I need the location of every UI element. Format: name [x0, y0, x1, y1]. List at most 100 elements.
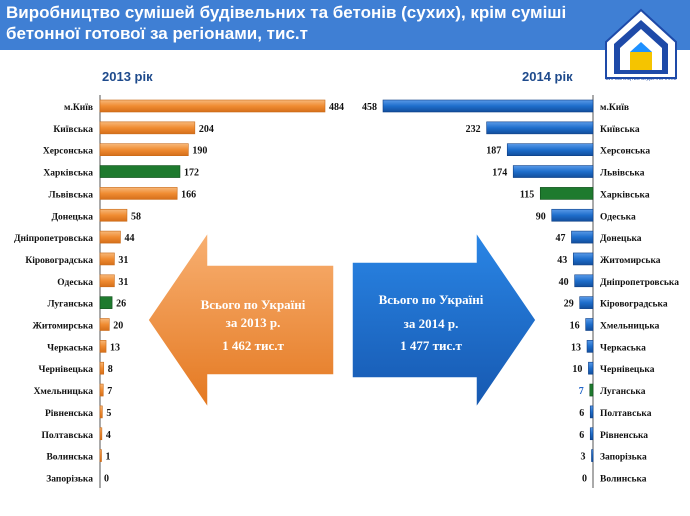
left-bar	[99, 165, 181, 178]
left-value-label: 172	[184, 168, 199, 179]
left-value-label: 26	[116, 299, 126, 310]
left-bar	[99, 208, 128, 222]
left-bar	[99, 296, 113, 309]
left-bar	[99, 383, 104, 397]
right-category-label: Київська	[600, 125, 640, 135]
right-value-label: 90	[536, 211, 546, 222]
left-category-label: Донецька	[51, 212, 93, 222]
right-bar	[539, 187, 594, 200]
left-bar	[99, 252, 115, 266]
right-bars: м.Київ 458 Київська 232 Херсонська 187 Львівсь…	[362, 99, 679, 484]
right-value-label: 174	[492, 168, 507, 179]
right-arrow-line3: 1 477 тис.т	[400, 338, 462, 353]
right-value-label: 187	[486, 146, 501, 157]
right-value-label: 47	[555, 233, 565, 244]
left-category-label: Житомирська	[32, 322, 93, 332]
right-value-label: 16	[570, 321, 580, 332]
logo-house-icon: ВИРОБНИЦТВО БУДМАТЕРІАЛІВ	[605, 8, 677, 81]
right-category-label: Запорізька	[600, 452, 647, 463]
left-value-label: 44	[124, 233, 134, 244]
left-category-label: Дніпропетровська	[14, 233, 93, 244]
right-value-label: 6	[579, 408, 584, 419]
right-bar	[585, 318, 594, 331]
left-bar	[99, 318, 110, 331]
left-category-label: Полтавська	[42, 431, 94, 441]
right-category-label: Одеська	[600, 212, 636, 222]
right-value-label: 7	[579, 386, 584, 397]
left-value-label: 190	[192, 146, 207, 157]
left-bar	[99, 143, 189, 156]
right-category-label: Чернівецька	[600, 364, 655, 375]
left-value-label: 31	[118, 277, 128, 288]
left-value-label: 7	[107, 386, 112, 397]
left-category-label: Кіровоградська	[25, 255, 93, 266]
left-arrow-line2: за 2013 р.	[225, 315, 281, 330]
right-bar	[382, 99, 594, 113]
right-value-label: 43	[557, 255, 567, 266]
right-category-label: Черкаська	[600, 343, 646, 353]
right-value-label: 3	[581, 452, 586, 463]
left-bar	[99, 274, 115, 288]
left-bar	[99, 405, 103, 419]
right-category-label: Кіровоградська	[600, 299, 668, 310]
right-bar	[506, 143, 594, 156]
left-value-label: 4	[106, 430, 111, 441]
right-value-label: 115	[520, 189, 534, 200]
left-value-label: 1	[106, 452, 111, 463]
right-bar	[591, 449, 594, 462]
left-total-arrow	[147, 229, 335, 411]
right-arrow-line1: Всього по Україні	[378, 292, 484, 307]
right-bar	[551, 208, 594, 222]
left-arrow-line3: 1 462 тис.т	[222, 338, 284, 353]
right-category-label: Рівненська	[600, 430, 648, 441]
right-category-label: Харківська	[600, 189, 650, 200]
right-bar	[571, 230, 594, 244]
right-category-label: Дніпропетровська	[600, 277, 679, 288]
left-value-label: 13	[110, 342, 120, 353]
left-value-label: 484	[329, 102, 344, 113]
left-category-label: Київська	[53, 125, 93, 135]
right-category-label: Волинська	[600, 474, 647, 484]
right-category-label: Львівська	[600, 168, 645, 179]
logo-text: ВИРОБНИЦТВО БУДМАТЕРІАЛІВ	[605, 76, 676, 81]
left-bar	[99, 99, 326, 113]
left-value-label: 20	[113, 321, 123, 332]
right-category-label: Хмельницька	[600, 322, 660, 332]
left-value-label: 204	[199, 124, 214, 135]
right-value-label: 29	[564, 299, 574, 310]
left-value-label: 0	[104, 473, 109, 484]
left-value-label: 5	[106, 408, 111, 419]
right-value-label: 40	[559, 277, 569, 288]
right-total-arrow	[351, 229, 537, 411]
right-value-label: 13	[571, 342, 581, 353]
right-bar	[589, 405, 594, 419]
left-category-label: Одеська	[57, 278, 93, 288]
left-category-label: Волинська	[46, 453, 93, 463]
left-category-label: Львівська	[49, 189, 94, 200]
right-bar	[512, 165, 594, 178]
right-value-label: 0	[582, 473, 587, 484]
left-category-label: м.Київ	[64, 103, 93, 113]
right-chart-title: 2014 рік	[522, 69, 573, 84]
left-category-label: Луганська	[48, 300, 94, 310]
right-value-label: 6	[579, 430, 584, 441]
right-value-label: 10	[572, 364, 582, 375]
left-category-label: Харківська	[43, 168, 93, 179]
left-category-label: Херсонська	[43, 147, 93, 157]
right-value-label: 458	[362, 102, 377, 113]
left-bar	[99, 230, 121, 244]
title-line-2: бетонної готової за регіонами, тис.т	[6, 24, 308, 43]
right-bar	[574, 274, 594, 288]
right-bar	[586, 340, 594, 353]
title-line-1: Виробництво сумішей будівельних та бетон…	[6, 3, 567, 22]
right-bar	[572, 252, 594, 266]
right-category-label: м.Київ	[600, 103, 629, 113]
right-arrow-line2: за 2014 р.	[403, 316, 459, 331]
right-bar	[579, 296, 594, 309]
right-category-label: Донецька	[600, 234, 642, 244]
left-bar	[99, 427, 103, 441]
right-category-label: Херсонська	[600, 147, 650, 157]
left-bar	[99, 361, 105, 375]
header-bar: Виробництво сумішей будівельних та бетон…	[0, 0, 690, 50]
